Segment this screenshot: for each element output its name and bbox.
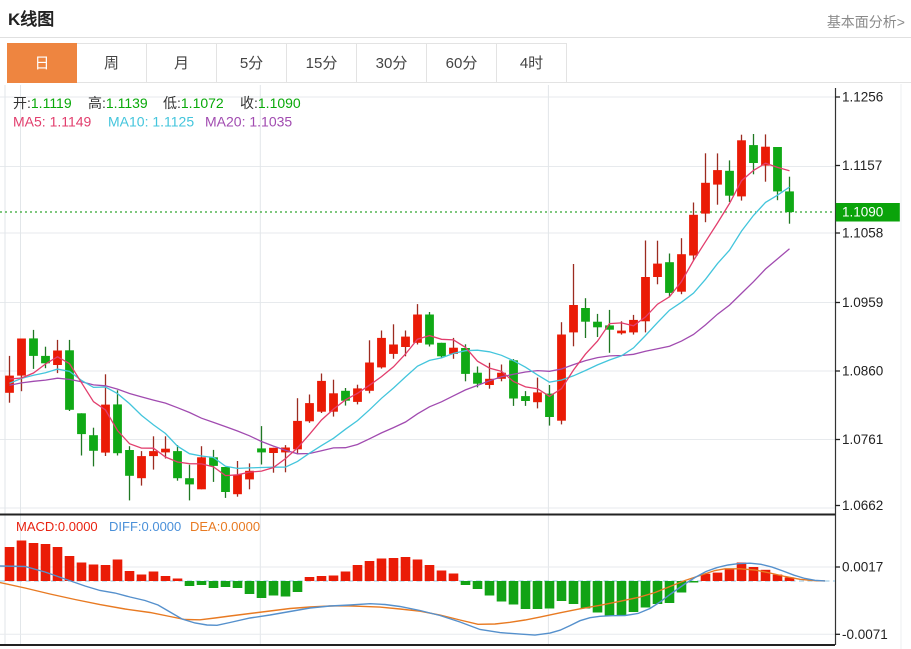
svg-text:1.1256: 1.1256 xyxy=(842,90,883,105)
svg-text:MACD:0.0000: MACD:0.0000 xyxy=(16,519,98,534)
svg-text:1.0959: 1.0959 xyxy=(842,295,883,310)
svg-text:1.0860: 1.0860 xyxy=(842,364,883,379)
svg-text:1.1157: 1.1157 xyxy=(842,158,882,173)
svg-text:1.1058: 1.1058 xyxy=(842,226,883,241)
svg-text:1.0662: 1.0662 xyxy=(842,498,883,513)
svg-text:1.0761: 1.0761 xyxy=(842,432,883,447)
svg-text:-0.0071: -0.0071 xyxy=(842,627,888,642)
svg-text:0.0017: 0.0017 xyxy=(842,560,883,575)
svg-text:DIFF:0.0000: DIFF:0.0000 xyxy=(109,519,181,534)
svg-text:DEA:0.0000: DEA:0.0000 xyxy=(190,519,260,534)
svg-text:1.1090: 1.1090 xyxy=(842,205,883,220)
svg-text:MA5: 1.1149 MA10: 1.1125 MA2: MA5: 1.1149 MA10: 1.1125 MA20: 1.1035 xyxy=(13,114,292,130)
